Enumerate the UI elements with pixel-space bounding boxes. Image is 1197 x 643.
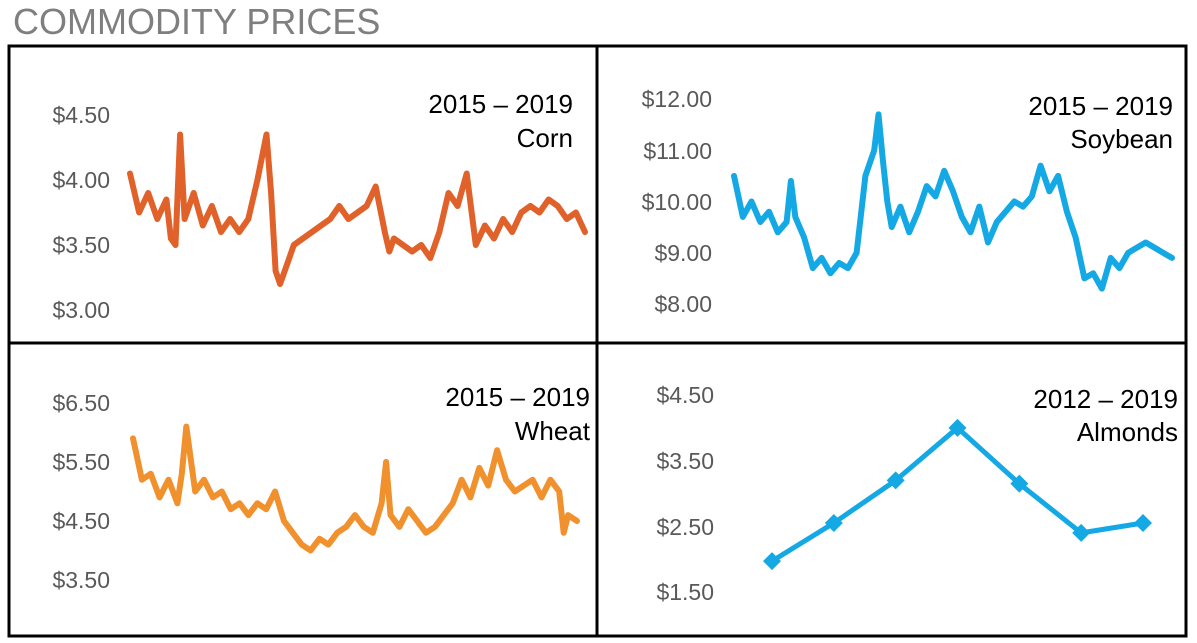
y-tick-label-corn: $3.50 <box>52 232 110 258</box>
y-tick-label-almonds: $1.50 <box>656 579 714 605</box>
series-line-corn <box>127 131 588 287</box>
y-tick-label-almonds: $3.50 <box>656 448 714 474</box>
y-tick-label-corn: $3.00 <box>52 297 110 323</box>
panel-subtitle-soybean: Soybean <box>1070 124 1173 154</box>
series-line-wheat <box>130 423 580 554</box>
y-tick-label-soybean: $10.00 <box>642 189 712 215</box>
chart-corn: $3.00 $3.50 $4.00 $4.50 2015 – 2019 Corn <box>52 89 588 323</box>
data-point-marker <box>1010 474 1029 493</box>
y-tick-label-almonds: $4.50 <box>656 382 714 408</box>
data-point-marker <box>948 418 967 437</box>
y-tick-label-soybean: $8.00 <box>654 291 712 317</box>
panel-frame-almonds <box>595 341 1188 638</box>
data-point-marker <box>824 514 843 533</box>
panel-title-soybean: 2015 – 2019 <box>1028 91 1173 121</box>
panel-title-almonds: 2012 – 2019 <box>1033 384 1178 414</box>
y-tick-label-soybean: $12.00 <box>642 86 712 112</box>
panel-subtitle-wheat: Wheat <box>515 416 591 446</box>
panel-subtitle-corn: Corn <box>517 123 573 153</box>
panel-title-wheat: 2015 – 2019 <box>445 382 590 412</box>
data-point-marker <box>1072 523 1091 542</box>
y-tick-label-wheat: $3.50 <box>52 567 110 593</box>
page-title: COMMODITY PRICES <box>13 1 381 42</box>
panel-subtitle-almonds: Almonds <box>1077 417 1178 447</box>
y-tick-label-wheat: $6.50 <box>52 390 110 416</box>
y-tick-label-corn: $4.00 <box>52 167 110 193</box>
chart-soybean: $8.00 $9.00 $10.00 $11.00 $12.00 2015 – 2019S… <box>642 86 1175 317</box>
series-line-soybean <box>731 111 1175 292</box>
data-point-marker <box>763 552 781 571</box>
y-tick-label-wheat: $4.50 <box>52 508 110 534</box>
data-point-marker <box>886 471 905 490</box>
y-tick-label-almonds: $2.50 <box>656 514 714 540</box>
series-line-almonds <box>769 425 1146 564</box>
y-tick-label-corn: $4.50 <box>52 102 110 128</box>
chart-wheat: $3.50 $4.50 $5.50 $6.50 2015 – 2019 Wheat <box>52 382 590 593</box>
panel-title-corn: 2015 – 2019 <box>428 89 573 119</box>
y-tick-label-wheat: $5.50 <box>52 449 110 475</box>
y-tick-label-soybean: $11.00 <box>643 138 712 164</box>
data-point-marker <box>1134 514 1152 533</box>
y-tick-label-soybean: $9.00 <box>654 240 712 266</box>
